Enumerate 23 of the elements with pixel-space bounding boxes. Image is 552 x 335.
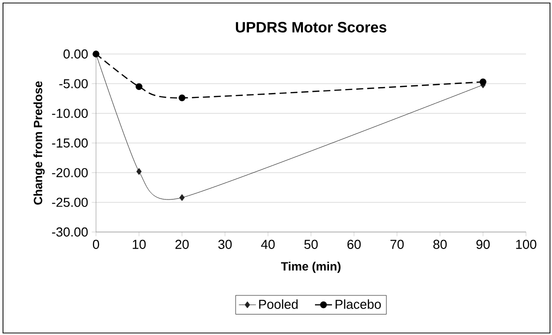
x-tick-label: 0 — [92, 240, 100, 249]
x-tick-label: 50 — [304, 240, 318, 249]
legend-label: Placebo — [336, 299, 381, 309]
chart-title: UPDRS Motor Scores — [236, 22, 386, 32]
x-tick-label: 30 — [218, 240, 232, 249]
legend-label: Pooled — [259, 299, 298, 309]
y-tick-label: -30.00 — [52, 227, 88, 237]
x-tick-label: 10 — [132, 240, 146, 249]
x-axis-title: Time (min) — [281, 262, 341, 273]
x-tick-label: 90 — [476, 240, 490, 249]
x-tick-label: 100 — [516, 240, 536, 249]
x-tick-label: 70 — [390, 240, 404, 249]
y-tick-label: -5.00 — [59, 79, 88, 88]
y-tick-label: -10.00 — [52, 108, 88, 118]
y-tick-label: -20.00 — [52, 168, 88, 178]
y-axis-title: Change from Predose — [33, 81, 45, 205]
y-tick-label: -15.00 — [52, 138, 88, 148]
x-tick-label: 40 — [261, 240, 275, 249]
y-tick-label: 0.00 — [64, 49, 88, 59]
x-tick-label: 80 — [433, 240, 447, 249]
y-tick-label: -25.00 — [52, 198, 88, 207]
x-tick-label: 20 — [175, 240, 189, 249]
x-tick-label: 60 — [347, 240, 361, 249]
